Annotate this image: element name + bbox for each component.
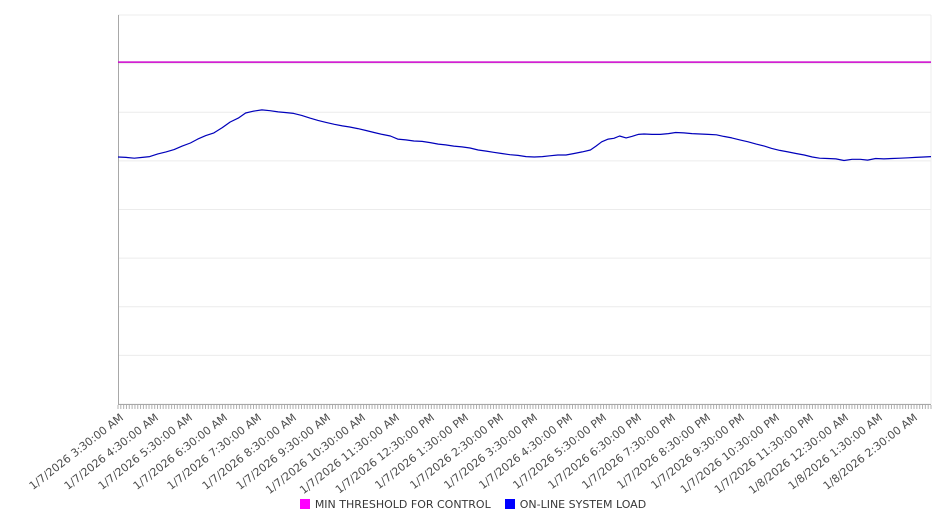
legend-item-system-load[interactable]: ON-LINE SYSTEM LOAD — [504, 497, 647, 511]
min-threshold-swatch-icon — [299, 499, 310, 509]
legend-item-min-threshold[interactable]: MIN THRESHOLD FOR CONTROL — [299, 497, 491, 511]
x-minor-ticks — [117, 405, 932, 409]
system-load-swatch-icon — [504, 499, 515, 509]
legend-label: MIN THRESHOLD FOR CONTROL — [314, 497, 491, 511]
legend-label: ON-LINE SYSTEM LOAD — [519, 497, 647, 511]
online-system-load-line — [117, 109, 932, 162]
axis-lines — [118, 15, 931, 405]
y-gridlines — [118, 14, 932, 405]
legend: MIN THRESHOLD FOR CONTROL ON-LINE SYSTEM… — [0, 495, 946, 513]
